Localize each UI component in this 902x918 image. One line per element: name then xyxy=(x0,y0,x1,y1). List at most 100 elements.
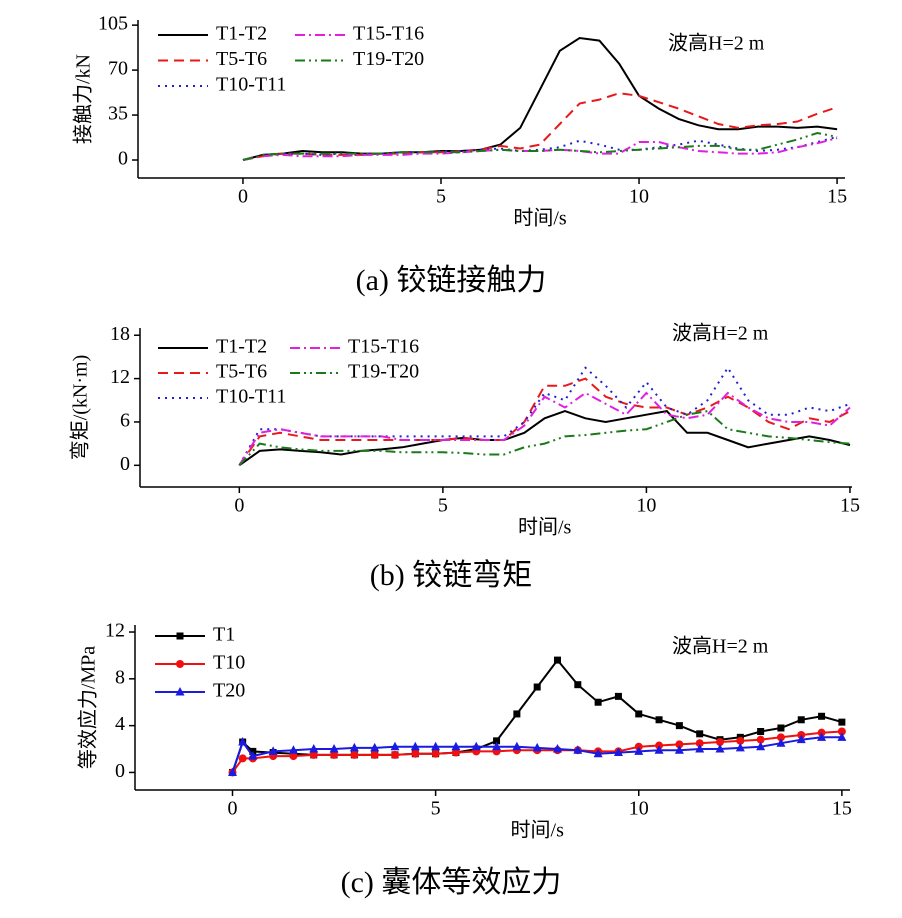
y-axis-label: 等效应力/MPa xyxy=(77,646,100,769)
series-line xyxy=(242,36,838,161)
y-tick-label: 0 xyxy=(118,148,128,170)
marker xyxy=(837,727,846,736)
marker xyxy=(554,656,561,664)
x-tick-label: 15 xyxy=(840,495,860,517)
marker xyxy=(716,738,724,747)
marker xyxy=(309,750,318,759)
y-tick-label: 4 xyxy=(115,713,125,735)
marker xyxy=(431,749,440,758)
marker xyxy=(532,742,542,752)
marker xyxy=(451,741,461,751)
legend-label: T19-T20 xyxy=(348,361,419,383)
series-line xyxy=(238,377,851,466)
marker xyxy=(410,741,420,751)
marker xyxy=(736,736,745,745)
marker xyxy=(593,748,603,758)
marker xyxy=(390,741,400,751)
legend-label: T10-T11 xyxy=(216,386,286,408)
marker xyxy=(817,732,827,741)
y-tick-label: 0 xyxy=(120,453,130,475)
series-line xyxy=(238,410,851,466)
marker xyxy=(634,746,644,755)
legend-label: T20 xyxy=(213,680,245,702)
y-tick-label: 105 xyxy=(98,13,128,35)
marker xyxy=(696,730,704,738)
y-tick-label: 12 xyxy=(110,366,130,388)
x-axis-label: 时间/s xyxy=(513,207,567,230)
marker xyxy=(329,744,339,753)
marker xyxy=(756,741,766,751)
marker xyxy=(349,742,359,752)
marker xyxy=(797,716,805,724)
legend-label: T1-T2 xyxy=(216,23,267,45)
marker xyxy=(288,745,298,754)
x-tick-label: 15 xyxy=(827,186,847,208)
caption: (a) 铰链接触力 xyxy=(356,264,547,297)
x-tick-label: 0 xyxy=(238,186,248,208)
marker xyxy=(309,744,319,753)
x-tick-label: 10 xyxy=(629,798,649,820)
marker xyxy=(330,750,339,759)
marker xyxy=(695,739,704,748)
y-tick-label: 6 xyxy=(120,410,130,432)
marker xyxy=(370,742,380,752)
marker xyxy=(289,752,298,761)
legend-label: T5-T6 xyxy=(216,361,267,383)
x-tick-label: 10 xyxy=(629,186,649,208)
marker xyxy=(268,746,278,755)
marker xyxy=(176,632,184,640)
marker xyxy=(777,724,785,732)
marker xyxy=(451,748,460,757)
marker xyxy=(573,745,583,754)
series-line xyxy=(238,410,851,467)
marker xyxy=(238,737,248,746)
marker xyxy=(431,741,441,751)
y-tick-label: 0 xyxy=(115,760,125,782)
marker xyxy=(655,716,663,724)
x-tick-label: 5 xyxy=(438,495,448,517)
legend-label: T15-T16 xyxy=(353,23,424,45)
y-tick-label: 35 xyxy=(108,103,128,125)
marker xyxy=(715,744,725,753)
marker xyxy=(574,681,582,689)
marker xyxy=(553,744,562,753)
marker xyxy=(594,698,602,706)
series-line xyxy=(242,131,838,161)
series-line xyxy=(242,137,838,161)
marker xyxy=(176,660,184,668)
marker xyxy=(818,712,826,720)
legend-label: T1-T2 xyxy=(216,336,267,358)
marker xyxy=(238,754,247,763)
series-line xyxy=(231,736,842,773)
marker xyxy=(613,747,623,757)
marker xyxy=(614,692,622,700)
marker xyxy=(175,687,185,696)
marker xyxy=(695,744,705,753)
marker xyxy=(533,683,541,691)
marker xyxy=(675,722,683,730)
y-tick-label: 12 xyxy=(105,620,125,642)
marker xyxy=(513,710,521,718)
marker xyxy=(776,733,785,742)
y-tick-label: 70 xyxy=(108,58,128,80)
marker xyxy=(492,741,502,751)
marker xyxy=(735,742,745,752)
marker xyxy=(248,751,258,760)
marker xyxy=(512,741,522,751)
marker xyxy=(757,727,765,735)
x-tick-label: 10 xyxy=(636,495,656,517)
marker xyxy=(350,750,359,759)
x-tick-label: 15 xyxy=(832,798,852,820)
marker xyxy=(654,745,664,754)
marker xyxy=(674,745,684,754)
annotation: 波高H=2 m xyxy=(668,32,765,55)
x-tick-label: 5 xyxy=(431,798,441,820)
caption: (c) 囊体等效应力 xyxy=(341,866,562,899)
y-axis-label: 接触力/kN xyxy=(72,54,95,144)
y-tick-label: 8 xyxy=(115,666,125,688)
series-line xyxy=(242,92,838,161)
marker xyxy=(471,741,481,751)
legend-label: T10-T11 xyxy=(216,74,286,96)
marker xyxy=(493,737,501,745)
